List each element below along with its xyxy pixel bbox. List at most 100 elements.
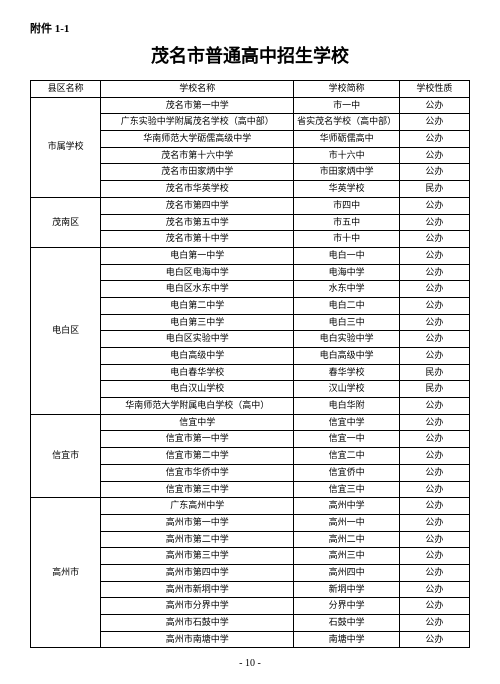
col-school-name: 学校名称	[101, 81, 294, 98]
annex-label: 附件 1-1	[30, 20, 470, 36]
school-short-cell: 电白高级中学	[294, 348, 399, 365]
school-short-cell: 电海中学	[294, 264, 399, 281]
school-short-cell: 电白华附	[294, 398, 399, 415]
table-row: 市属学校茂名市第一中学市一中公办	[31, 97, 470, 114]
school-type-cell: 公办	[399, 97, 469, 114]
school-short-cell: 市四中	[294, 197, 399, 214]
school-name-cell: 信宜中学	[101, 414, 294, 431]
school-name-cell: 电白区水东中学	[101, 281, 294, 298]
school-name-cell: 高州市南塘中学	[101, 631, 294, 648]
school-name-cell: 信宜市第三中学	[101, 481, 294, 498]
school-name-cell: 茂名市第四中学	[101, 197, 294, 214]
school-name-cell: 茂名市第五中学	[101, 214, 294, 231]
school-short-cell: 高州二中	[294, 531, 399, 548]
district-cell: 高州市	[31, 498, 101, 648]
school-short-cell: 南塘中学	[294, 631, 399, 648]
school-short-cell: 汉山学校	[294, 381, 399, 398]
school-type-cell: 公办	[399, 615, 469, 632]
school-name-cell: 信宜市第一中学	[101, 431, 294, 448]
school-type-cell: 公办	[399, 531, 469, 548]
school-name-cell: 电白高级中学	[101, 348, 294, 365]
school-name-cell: 电白汉山学校	[101, 381, 294, 398]
school-short-cell: 电白一中	[294, 247, 399, 264]
school-type-cell: 公办	[399, 514, 469, 531]
school-short-cell: 信宜中学	[294, 414, 399, 431]
school-name-cell: 茂名市田家炳中学	[101, 164, 294, 181]
school-type-cell: 公办	[399, 448, 469, 465]
district-cell: 市属学校	[31, 97, 101, 197]
school-name-cell: 高州市第二中学	[101, 531, 294, 548]
school-name-cell: 电白第三中学	[101, 314, 294, 331]
school-short-cell: 市十中	[294, 231, 399, 248]
school-name-cell: 高州市分界中学	[101, 598, 294, 615]
school-name-cell: 电白春华学校	[101, 364, 294, 381]
school-type-cell: 公办	[399, 631, 469, 648]
school-short-cell: 信宜二中	[294, 448, 399, 465]
school-type-cell: 公办	[399, 314, 469, 331]
school-type-cell: 公办	[399, 197, 469, 214]
school-short-cell: 市五中	[294, 214, 399, 231]
school-type-cell: 公办	[399, 331, 469, 348]
school-name-cell: 高州市第一中学	[101, 514, 294, 531]
school-name-cell: 电白区实验中学	[101, 331, 294, 348]
school-type-cell: 民办	[399, 381, 469, 398]
col-school-type: 学校性质	[399, 81, 469, 98]
school-type-cell: 公办	[399, 281, 469, 298]
school-name-cell: 信宜市第二中学	[101, 448, 294, 465]
school-type-cell: 公办	[399, 598, 469, 615]
school-type-cell: 公办	[399, 147, 469, 164]
school-name-cell: 高州市新垌中学	[101, 581, 294, 598]
school-type-cell: 公办	[399, 164, 469, 181]
page-number: - 10 -	[30, 658, 470, 669]
school-type-cell: 公办	[399, 581, 469, 598]
school-name-cell: 茂名市华英学校	[101, 181, 294, 198]
district-cell: 信宜市	[31, 414, 101, 497]
school-type-cell: 公办	[399, 231, 469, 248]
school-name-cell: 茂名市第一中学	[101, 97, 294, 114]
school-short-cell: 电白三中	[294, 314, 399, 331]
table-header-row: 县区名称 学校名称 学校简称 学校性质	[31, 81, 470, 98]
school-type-cell: 公办	[399, 414, 469, 431]
school-type-cell: 公办	[399, 464, 469, 481]
school-type-cell: 公办	[399, 398, 469, 415]
school-type-cell: 公办	[399, 548, 469, 565]
school-short-cell: 省实茂名学校（高中部）	[294, 114, 399, 131]
school-type-cell: 公办	[399, 214, 469, 231]
school-name-cell: 茂名市第十中学	[101, 231, 294, 248]
school-short-cell: 高州三中	[294, 548, 399, 565]
school-short-cell: 高州中学	[294, 498, 399, 515]
school-name-cell: 电白区电海中学	[101, 264, 294, 281]
school-short-cell: 电白实验中学	[294, 331, 399, 348]
document-page: 附件 1-1 茂名市普通高中招生学校 县区名称 学校名称 学校简称 学校性质 市…	[0, 0, 500, 684]
table-row: 茂南区茂名市第四中学市四中公办	[31, 197, 470, 214]
school-short-cell: 高州四中	[294, 564, 399, 581]
school-type-cell: 公办	[399, 114, 469, 131]
district-cell: 茂南区	[31, 197, 101, 247]
school-name-cell: 茂名市第十六中学	[101, 147, 294, 164]
school-short-cell: 市一中	[294, 97, 399, 114]
school-type-cell: 公办	[399, 247, 469, 264]
school-short-cell: 信宜一中	[294, 431, 399, 448]
school-type-cell: 公办	[399, 297, 469, 314]
school-type-cell: 公办	[399, 431, 469, 448]
school-name-cell: 高州市石鼓中学	[101, 615, 294, 632]
school-type-cell: 民办	[399, 181, 469, 198]
school-name-cell: 华南师范大学砺儒高级中学	[101, 131, 294, 148]
school-name-cell: 电白第一中学	[101, 247, 294, 264]
school-type-cell: 公办	[399, 498, 469, 515]
school-type-cell: 公办	[399, 131, 469, 148]
school-short-cell: 华师砺儒高中	[294, 131, 399, 148]
school-name-cell: 高州市第三中学	[101, 548, 294, 565]
school-type-cell: 公办	[399, 264, 469, 281]
school-short-cell: 分界中学	[294, 598, 399, 615]
school-name-cell: 高州市第四中学	[101, 564, 294, 581]
school-short-cell: 春华学校	[294, 364, 399, 381]
table-row: 信宜市信宜中学信宜中学公办	[31, 414, 470, 431]
col-school-short: 学校简称	[294, 81, 399, 98]
school-short-cell: 水东中学	[294, 281, 399, 298]
school-short-cell: 信宜三中	[294, 481, 399, 498]
school-name-cell: 华南师范大学附属电白学校（高中）	[101, 398, 294, 415]
school-short-cell: 电白二中	[294, 297, 399, 314]
table-row: 高州市广东高州中学高州中学公办	[31, 498, 470, 515]
school-short-cell: 新垌中学	[294, 581, 399, 598]
